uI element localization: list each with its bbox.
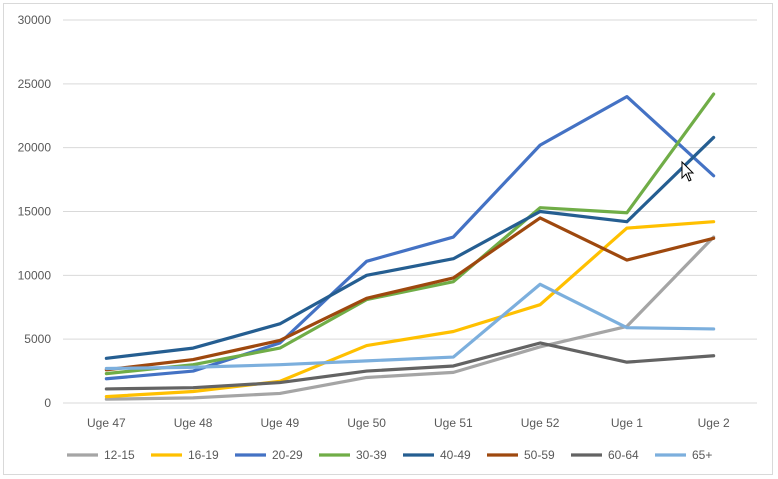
x-tick-label: Uge 49 (261, 416, 300, 430)
series-lines (104, 92, 716, 401)
legend-label-40-49: 40-49 (440, 448, 471, 462)
series-line-50-59 (104, 216, 716, 372)
x-tick-label: Uge 52 (521, 416, 560, 430)
series-line-65+ (104, 282, 716, 371)
y-tick-label: 0 (44, 396, 51, 410)
mouse-cursor-icon (681, 160, 695, 182)
legend-label-12-15: 12-15 (104, 448, 135, 462)
y-tick-label: 30000 (18, 13, 52, 27)
legend-label-16-19: 16-19 (188, 448, 219, 462)
x-tick-label: Uge 48 (174, 416, 213, 430)
series-line-20-29 (104, 94, 716, 381)
legend-label-20-29: 20-29 (272, 448, 303, 462)
gridlines (63, 19, 757, 404)
series-line-60-64 (104, 341, 716, 391)
x-tick-label: Uge 1 (611, 416, 643, 430)
y-tick-label: 10000 (18, 268, 52, 282)
y-tick-label: 5000 (24, 332, 51, 346)
legend-label-30-39: 30-39 (356, 448, 387, 462)
y-axis-tick-labels: 0 5000 10000 15000 20000 25000 30000 (18, 13, 52, 410)
y-tick-label: 15000 (18, 205, 52, 219)
series-line-40-49 (104, 135, 716, 360)
chart-frame (3, 3, 773, 475)
legend-label-50-59: 50-59 (524, 448, 555, 462)
x-axis-tick-labels: Uge 47 Uge 48 Uge 49 Uge 50 Uge 51 Uge 52 Uge … (87, 416, 730, 430)
y-tick-label: 20000 (18, 141, 52, 155)
legend: 12-15 16-19 20-29 30-39 40-49 50-59 60-64 65+ (67, 448, 712, 462)
x-tick-label: Uge 47 (87, 416, 126, 430)
y-tick-label: 25000 (18, 77, 52, 91)
series-line-16-19 (104, 220, 716, 399)
series-line-12-15 (104, 235, 716, 401)
x-tick-label: Uge 2 (698, 416, 730, 430)
series-line-30-39 (104, 92, 716, 376)
legend-label-60-64: 60-64 (608, 448, 639, 462)
legend-label-65+: 65+ (692, 448, 712, 462)
x-tick-label: Uge 51 (434, 416, 473, 430)
x-tick-label: Uge 50 (347, 416, 386, 430)
